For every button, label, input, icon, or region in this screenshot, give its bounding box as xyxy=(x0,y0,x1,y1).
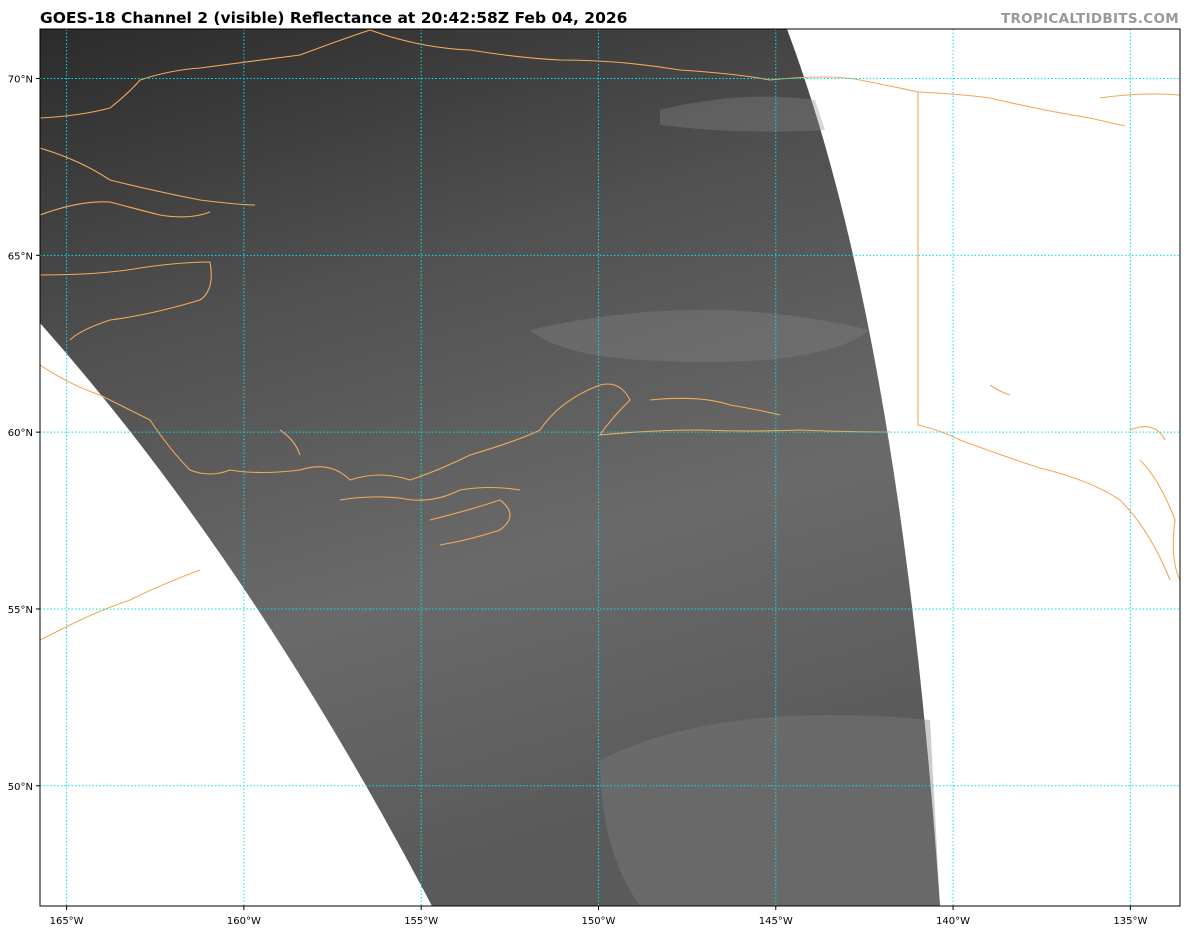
map-frame xyxy=(39,28,1181,907)
satellite-swath xyxy=(40,29,940,906)
lat-label: 60°N xyxy=(8,428,33,439)
lon-label: 160°W xyxy=(227,916,261,927)
lat-label: 70°N xyxy=(8,75,33,86)
lon-label: 145°W xyxy=(759,916,793,927)
lon-label: 165°W xyxy=(50,916,84,927)
lon-label: 150°W xyxy=(581,916,615,927)
graticule xyxy=(40,29,1180,906)
coastlines xyxy=(40,29,1180,641)
axis-ticks: 165°W 160°W 155°W 150°W 145°W 140°W 135°W 70°N 6… xyxy=(8,75,1148,927)
lon-label: 155°W xyxy=(404,916,438,927)
lon-label: 135°W xyxy=(1113,916,1147,927)
cloud-band xyxy=(530,310,870,362)
lat-label: 50°N xyxy=(8,782,33,793)
cloud-field xyxy=(600,715,940,906)
map-title: GOES-18 Channel 2 (visible) Reflectance … xyxy=(40,9,628,27)
watermark: TROPICALTIDBITS.COM xyxy=(1000,11,1179,27)
lon-label: 140°W xyxy=(936,916,970,927)
lat-label: 65°N xyxy=(8,251,33,262)
cloud-band xyxy=(660,96,825,132)
lat-label: 55°N xyxy=(8,605,33,616)
